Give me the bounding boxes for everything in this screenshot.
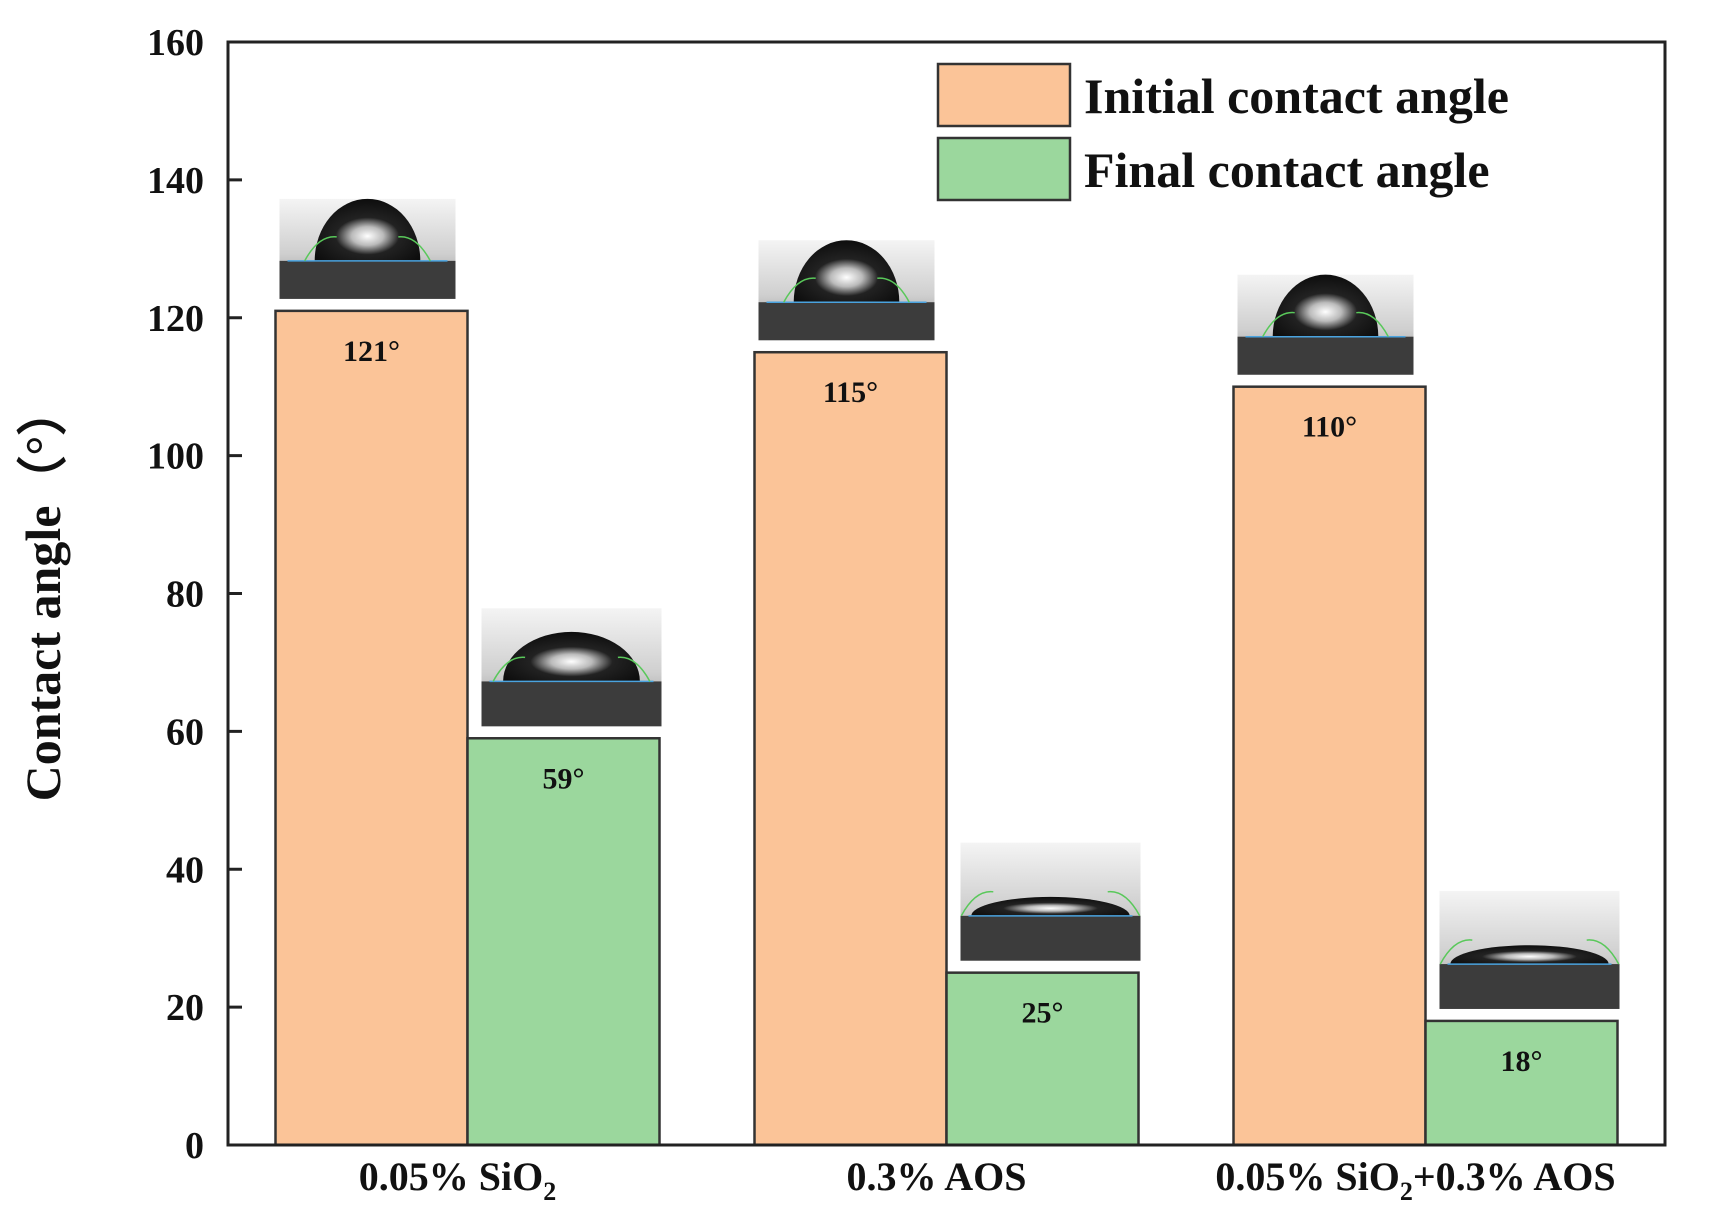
data-label-final-2: 18° (1501, 1045, 1543, 1078)
data-label-initial-2: 110° (1302, 411, 1357, 444)
subscript: 2 (543, 1177, 556, 1206)
subscript: 2 (1400, 1177, 1413, 1206)
bar-initial-1 (753, 350, 948, 1147)
label-part: 0.05% SiO (359, 1154, 543, 1199)
angle-arc-right (398, 236, 431, 262)
droplet-shape (971, 896, 1130, 916)
data-label-initial-1: 115° (823, 376, 878, 409)
legend: Initial contact angle Final contact angle (936, 62, 1509, 202)
droplet-substrate (279, 260, 456, 299)
angle-arc-right (1586, 939, 1620, 965)
droplet-image-2 (1237, 274, 1414, 375)
droplet-image-3 (481, 608, 662, 727)
legend-swatch-0 (936, 62, 1072, 128)
droplet-substrate (758, 302, 935, 341)
data-label-initial-0: 121° (343, 335, 400, 368)
angle-arc-left (783, 277, 816, 303)
label-part: +0.3% AOS (1413, 1154, 1616, 1199)
droplet-substrate (481, 681, 662, 727)
bar-final-2 (1424, 1019, 1619, 1147)
x-category-label-0: 0.05% SiO2 (359, 1154, 556, 1206)
droplet-image-5 (1439, 890, 1620, 1009)
droplet-substrate (1439, 964, 1620, 1009)
data-label-final-1: 25° (1022, 997, 1064, 1030)
angle-arc-left (960, 891, 994, 917)
bar-initial-2 (1232, 385, 1427, 1147)
label-part: 0.3% AOS (846, 1154, 1026, 1199)
angle-arc-right (877, 277, 910, 303)
legend-label-0: Initial contact angle (1084, 68, 1509, 124)
bars-group (274, 309, 1619, 1147)
angle-arc-left (1439, 939, 1473, 965)
y-tick-label: 80 (166, 574, 204, 616)
angle-arc-right (617, 656, 651, 682)
y-tick-label: 0 (185, 1125, 204, 1167)
y-tick-label: 120 (147, 298, 204, 340)
bar-final-1 (945, 971, 1140, 1147)
droplet-image-4 (960, 842, 1141, 961)
y-tick-label: 160 (147, 22, 204, 64)
droplet-shape (1450, 945, 1609, 965)
droplet-image-1 (758, 240, 935, 341)
angle-arc-right (1356, 311, 1389, 338)
y-axis-label: Contact angle（°） (15, 386, 71, 802)
droplet-shape (314, 198, 421, 261)
y-tick-label: 140 (147, 160, 204, 202)
legend-label-1: Final contact angle (1084, 142, 1490, 198)
droplet-shape (1272, 274, 1379, 337)
droplet-shape (503, 631, 640, 682)
angle-arc-left (492, 656, 526, 682)
label-part: 0.05% SiO (1215, 1154, 1399, 1199)
angle-arc-left (304, 236, 337, 262)
y-tick-label: 40 (166, 849, 204, 891)
droplet-substrate (1237, 336, 1414, 375)
angle-arc-right (1107, 891, 1141, 917)
bar-final-0 (466, 737, 661, 1147)
droplet-shape (793, 240, 900, 303)
legend-swatch-1 (936, 136, 1072, 202)
bar-initial-0 (274, 309, 469, 1147)
y-tick-label: 100 (147, 436, 204, 478)
y-tick-label: 60 (166, 711, 204, 753)
x-category-label-2: 0.05% SiO2+0.3% AOS (1215, 1154, 1615, 1206)
droplet-image-0 (279, 198, 456, 299)
x-category-label-1: 0.3% AOS (846, 1154, 1026, 1199)
y-tick-label: 20 (166, 987, 204, 1029)
droplet-substrate (960, 915, 1141, 961)
angle-arc-left (1262, 311, 1295, 338)
data-label-final-0: 59° (543, 762, 585, 795)
